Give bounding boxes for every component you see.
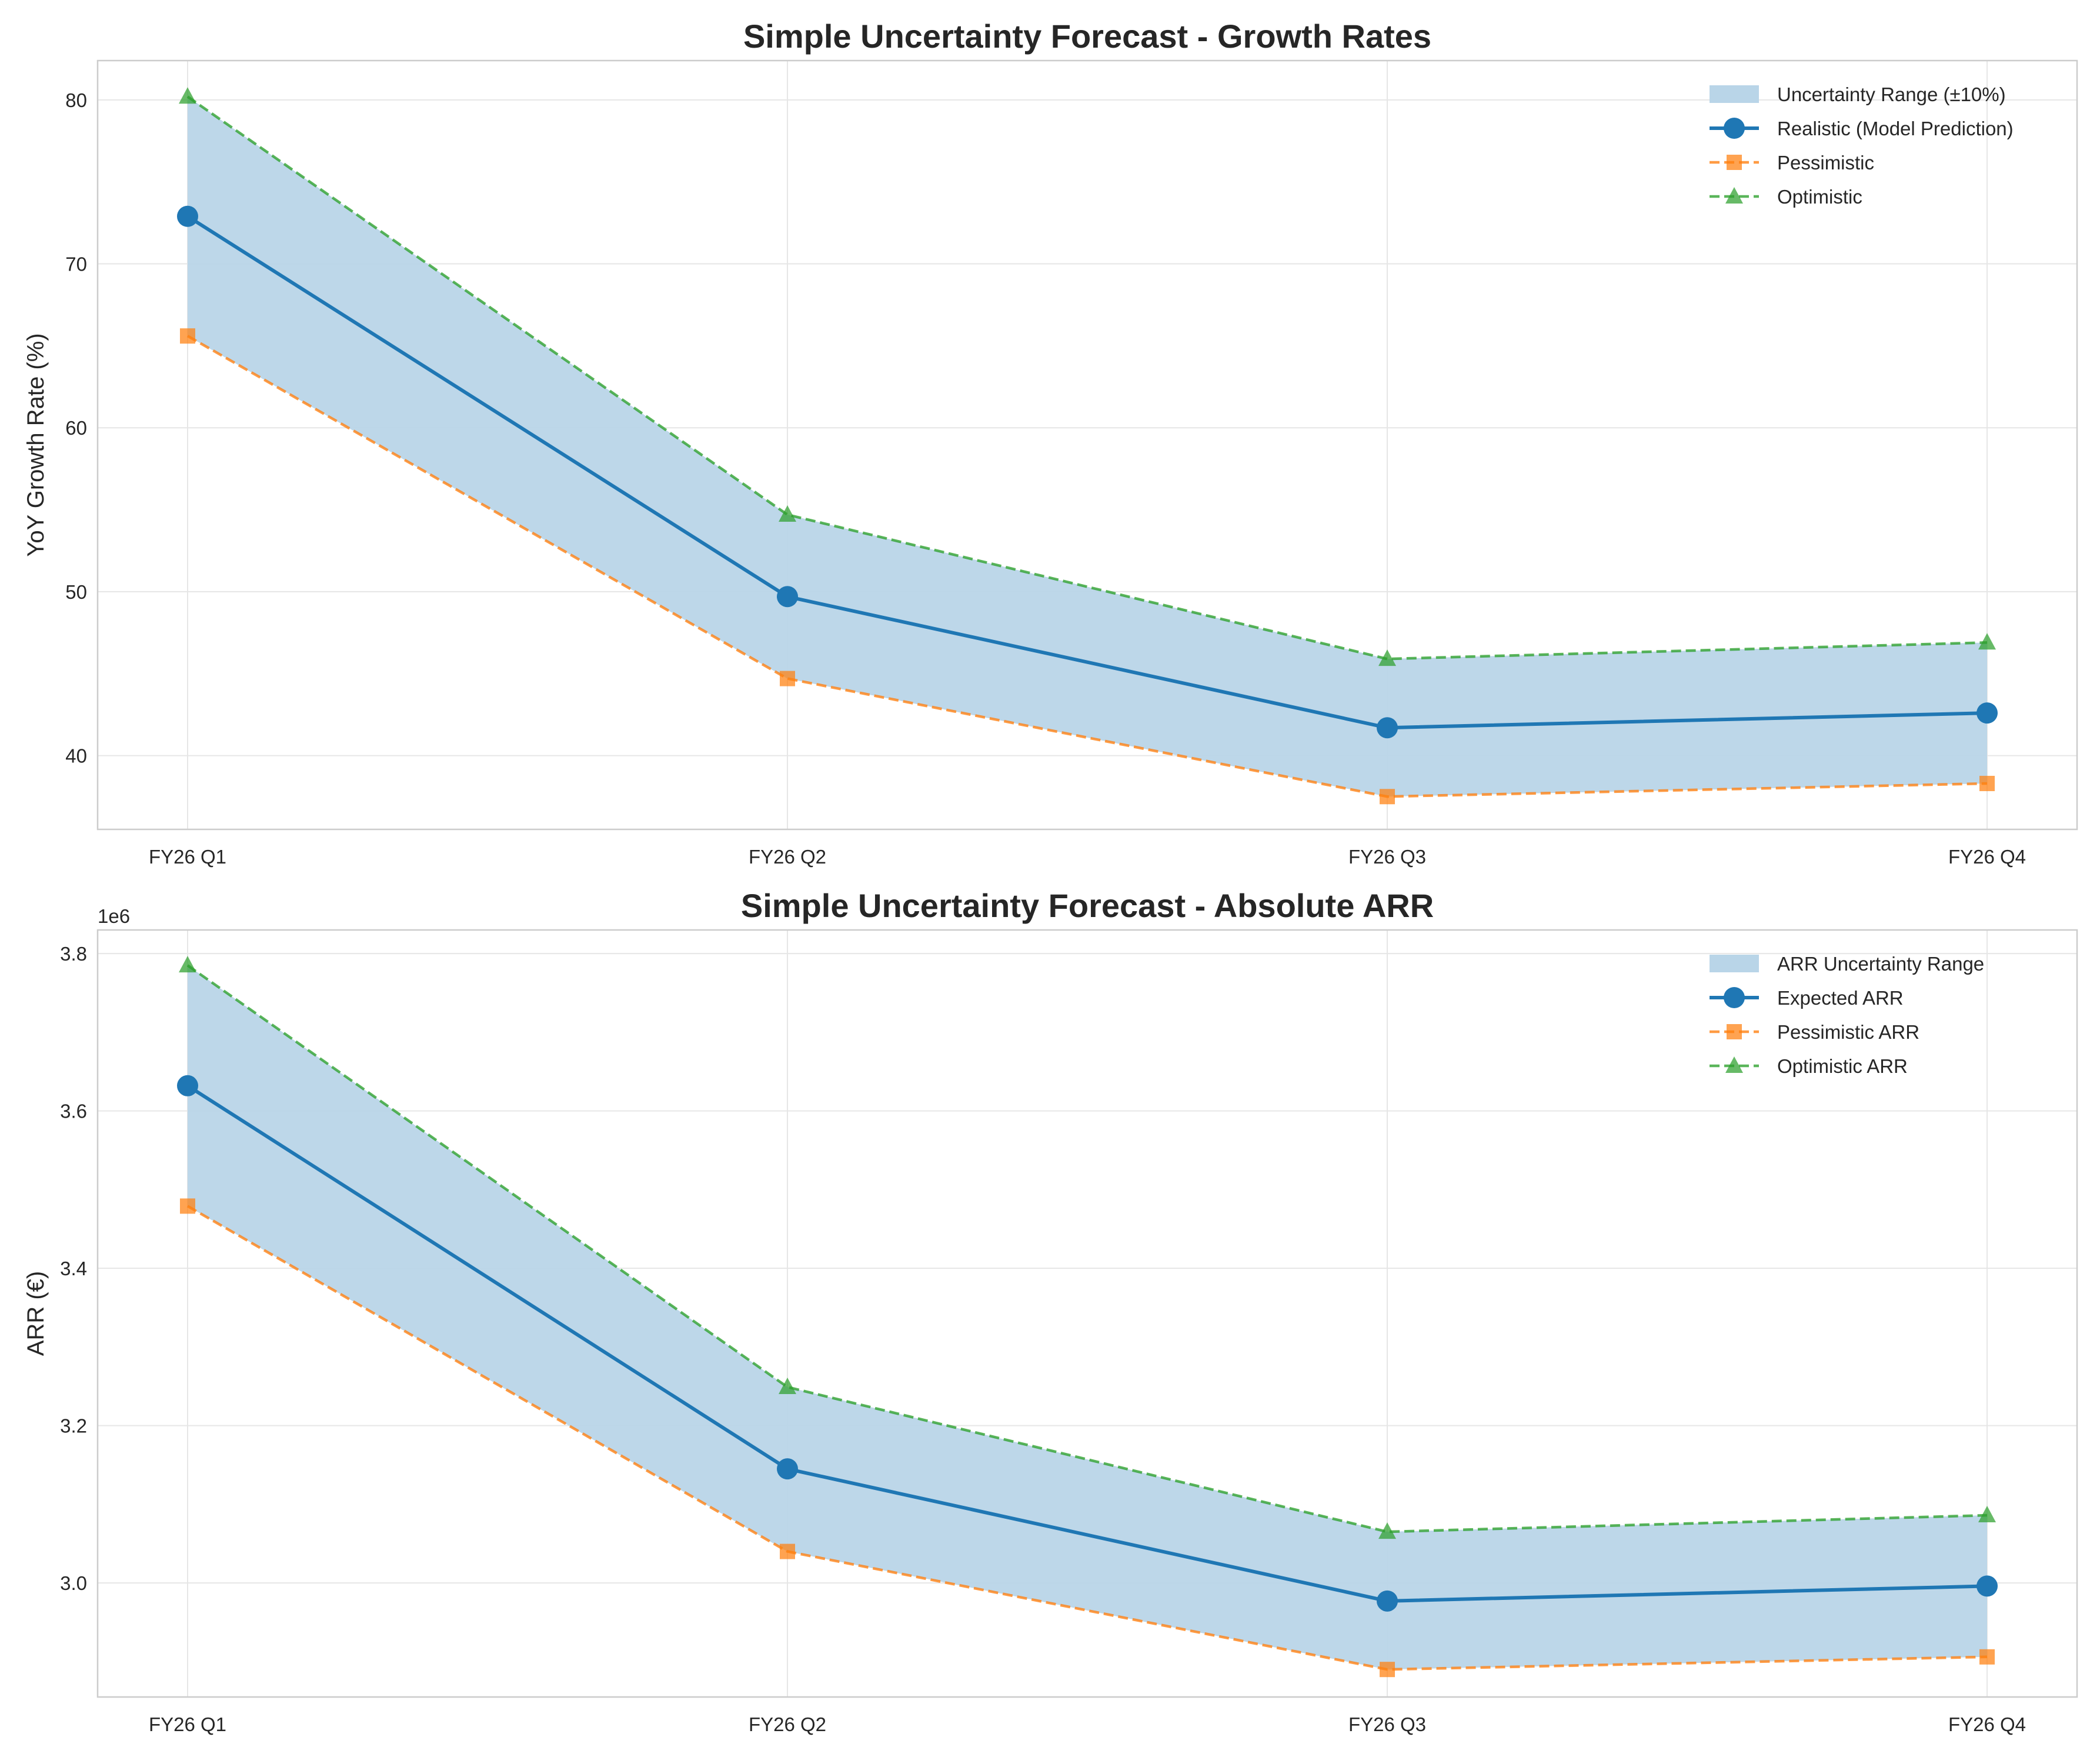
x-tick-label: FY26 Q4 [1948, 1713, 2026, 1735]
chart-title: Simple Uncertainty Forecast - Growth Rat… [743, 18, 1431, 55]
legend-label: Expected ARR [1777, 987, 1904, 1009]
data-point [177, 205, 198, 227]
chart-title: Simple Uncertainty Forecast - Absolute A… [741, 887, 1434, 924]
y-tick-label: 70 [65, 254, 87, 275]
y-tick-label: 3.2 [60, 1415, 87, 1437]
data-point [1380, 1662, 1395, 1678]
legend-marker [1724, 118, 1745, 139]
data-point [179, 87, 196, 104]
legend-marker [1724, 987, 1745, 1008]
data-point [779, 1378, 796, 1395]
x-tick-label: FY26 Q2 [749, 1713, 826, 1735]
data-point [780, 1543, 795, 1559]
series-line-1 [186, 215, 1988, 730]
chart-panel-2: 3.0 3.2 3.4 3.6 3.8 FY26 Q1 FY26 Q2 FY26 Q3 FY26… [23, 887, 2078, 1735]
legend-swatch [1710, 955, 1759, 972]
y-tick-label: 3.6 [60, 1101, 87, 1122]
series-line-1 [186, 1084, 1988, 1603]
data-point [777, 1458, 798, 1480]
legend-label: Optimistic ARR [1777, 1055, 1908, 1077]
series-line-2 [186, 1205, 1988, 1671]
y-tick-label: 80 [65, 89, 87, 111]
x-tick-label: FY26 Q3 [1348, 846, 1426, 868]
legend-marker [1727, 1024, 1742, 1039]
data-point [1378, 649, 1396, 666]
axes-frame [96, 929, 2078, 1698]
x-tick-label: FY26 Q1 [149, 846, 226, 868]
data-point [1380, 789, 1395, 805]
legend-label: Realistic (Model Prediction) [1777, 118, 2014, 139]
legend-marker [1727, 155, 1742, 170]
data-point [779, 505, 796, 522]
data-point [180, 1198, 195, 1214]
axes-frame [96, 59, 2078, 831]
data-point [1377, 1590, 1398, 1612]
data-point [1979, 775, 1995, 791]
y-axis-label: ARR (€) [23, 1271, 49, 1356]
axis-offset-label: 1e6 [98, 905, 130, 927]
data-point [1979, 1649, 1995, 1665]
y-tick-label: 3.0 [60, 1572, 87, 1594]
y-tick-label: 60 [65, 417, 87, 439]
data-point [1977, 702, 1998, 724]
chart-panel-1: 40 50 60 70 80 FY26 Q1 FY26 Q2 FY26 Q3 FY26 Q4 Yo… [23, 18, 2078, 868]
legend: Uncertainty Range (±10%) Realistic (Model… [1710, 84, 2014, 208]
data-point [179, 956, 196, 973]
legend: ARR Uncertainty Range Expected ARR Pessimi… [1710, 953, 1984, 1077]
x-tick-label: FY26 Q2 [749, 846, 826, 868]
legend-label: Pessimistic [1777, 152, 1874, 174]
legend-label: Optimistic [1777, 186, 1862, 208]
legend-marker [1725, 187, 1743, 204]
data-point [1977, 1575, 1998, 1597]
data-point [777, 586, 798, 608]
legend-label: Uncertainty Range (±10%) [1777, 84, 2006, 105]
series-line-3 [186, 964, 1988, 1533]
uncertainty-band [188, 96, 1987, 797]
y-tick-label: 40 [65, 745, 87, 767]
y-tick-label: 3.8 [60, 943, 87, 965]
x-tick-label: FY26 Q1 [149, 1713, 226, 1735]
legend-marker [1725, 1056, 1743, 1073]
x-tick-label: FY26 Q3 [1348, 1713, 1426, 1735]
legend-label: Pessimistic ARR [1777, 1021, 1919, 1043]
data-point [1377, 717, 1398, 739]
x-tick-label: FY26 Q4 [1948, 846, 2026, 868]
data-point [1378, 1522, 1396, 1539]
legend-label: ARR Uncertainty Range [1777, 953, 1984, 975]
legend-swatch [1710, 85, 1759, 103]
data-point [177, 1075, 198, 1096]
series-line-3 [186, 95, 1988, 661]
y-tick-label: 50 [65, 581, 87, 603]
y-tick-label: 3.4 [60, 1258, 87, 1279]
series-line-2 [186, 335, 1988, 798]
data-point [780, 671, 795, 686]
data-point [1978, 1506, 1996, 1523]
y-axis-label: YoY Growth Rate (%) [23, 333, 49, 556]
data-point [1978, 633, 1996, 650]
data-point [180, 328, 195, 344]
